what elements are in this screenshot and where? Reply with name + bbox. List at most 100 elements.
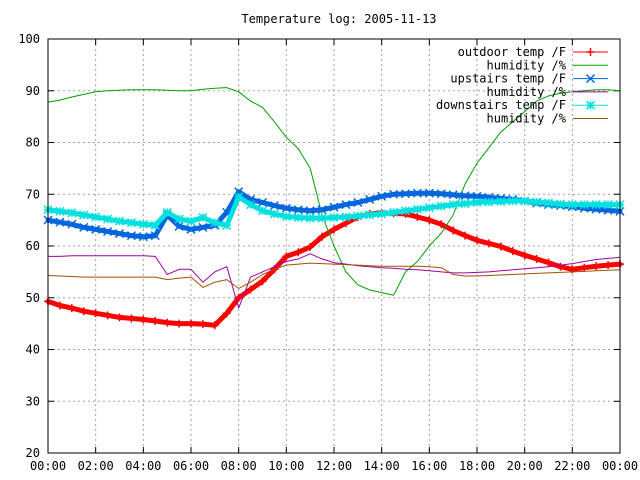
x-tick-label: 06:00 <box>173 459 209 473</box>
data-point <box>460 199 470 209</box>
data-point <box>246 200 256 210</box>
data-point <box>103 226 113 237</box>
x-tick-label: 00:00 <box>30 459 66 473</box>
data-point <box>436 201 446 211</box>
data-point <box>532 197 542 207</box>
y-tick-label: 50 <box>26 291 40 305</box>
x-tick-label: 02:00 <box>78 459 114 473</box>
data-point <box>424 188 434 198</box>
plot-frame <box>47 38 621 454</box>
data-point <box>67 208 77 218</box>
data-point <box>139 315 148 324</box>
data-point <box>150 220 160 230</box>
x-tick-label: 10:00 <box>268 459 304 473</box>
data-point <box>126 231 136 241</box>
legend-label: outdoor temp /F <box>458 45 566 59</box>
data-point <box>103 311 112 320</box>
data-point <box>317 205 327 215</box>
data-point <box>400 189 411 199</box>
data-point <box>186 216 196 226</box>
data-point <box>449 226 458 235</box>
data-point <box>210 321 219 330</box>
x-axis: 00:00 02:00 04:00 06:00 08:00 10:00 12:00 14:00… <box>30 39 638 473</box>
data-point <box>79 210 89 220</box>
data-point <box>592 262 601 271</box>
data-point <box>580 263 589 272</box>
data-point <box>281 203 291 213</box>
data-point <box>448 200 458 210</box>
y-tick-label: 90 <box>26 84 40 98</box>
data-point <box>437 220 446 229</box>
data-point <box>413 213 422 222</box>
data-point <box>246 285 255 294</box>
data-point <box>269 209 279 219</box>
data-point <box>305 213 315 223</box>
y-tick-label: 40 <box>26 343 40 357</box>
series-5 <box>47 262 621 289</box>
data-point <box>67 304 76 313</box>
legend-label: downstairs temp /F <box>436 98 566 112</box>
legend-label: humidity /% <box>487 58 567 72</box>
data-point <box>484 197 494 207</box>
data-point <box>91 309 100 318</box>
y-tick-label: 100 <box>18 32 40 46</box>
data-point <box>281 211 291 222</box>
legend-marker <box>585 100 596 110</box>
x-tick-label: 18:00 <box>459 459 495 473</box>
data-point <box>138 219 148 229</box>
x-tick-label: 04:00 <box>125 459 161 473</box>
data-point <box>293 213 303 223</box>
legend-marker <box>585 74 596 84</box>
data-point <box>174 221 184 231</box>
data-point <box>163 318 172 327</box>
data-point <box>520 196 530 206</box>
data-point <box>496 196 506 207</box>
data-point <box>127 314 136 323</box>
data-point <box>210 218 220 228</box>
data-point <box>424 203 434 213</box>
data-point <box>436 189 446 199</box>
data-point <box>461 231 470 240</box>
data-point <box>472 197 482 208</box>
legend-label: upstairs temp /F <box>450 72 566 86</box>
data-point <box>79 307 88 316</box>
y-axis: 20 30 40 50 60 70 80 90 100 <box>18 32 620 460</box>
data-point <box>198 213 208 223</box>
data-point <box>150 231 160 241</box>
data-point <box>508 196 518 206</box>
legend-label: humidity /% <box>487 85 567 99</box>
data-point <box>114 216 125 226</box>
series-layer <box>43 87 625 330</box>
data-point <box>306 243 315 252</box>
x-tick-label: 22:00 <box>554 459 590 473</box>
data-point <box>91 224 101 234</box>
data-point <box>579 200 589 210</box>
x-tick-label: 00:00 <box>602 459 638 473</box>
data-point <box>460 191 470 201</box>
data-point <box>305 206 315 216</box>
data-point <box>198 222 208 232</box>
data-point <box>91 212 101 222</box>
data-point <box>55 206 65 216</box>
data-point <box>222 220 232 230</box>
x-tick-label: 16:00 <box>411 459 447 473</box>
data-point <box>198 320 207 329</box>
data-point <box>508 247 517 256</box>
data-point <box>138 232 148 242</box>
legend-label: humidity /% <box>487 112 567 126</box>
data-point <box>115 313 124 322</box>
x-tick-label: 14:00 <box>364 459 400 473</box>
data-point <box>496 242 505 251</box>
data-point <box>222 309 231 318</box>
data-point <box>114 229 125 239</box>
data-point <box>400 206 411 216</box>
data-point <box>555 199 565 209</box>
data-point <box>318 232 327 241</box>
data-point <box>55 217 65 227</box>
data-point <box>162 207 172 217</box>
data-point <box>257 197 268 208</box>
grid <box>48 39 620 453</box>
x-tick-label: 08:00 <box>221 459 257 473</box>
data-point <box>556 262 565 271</box>
